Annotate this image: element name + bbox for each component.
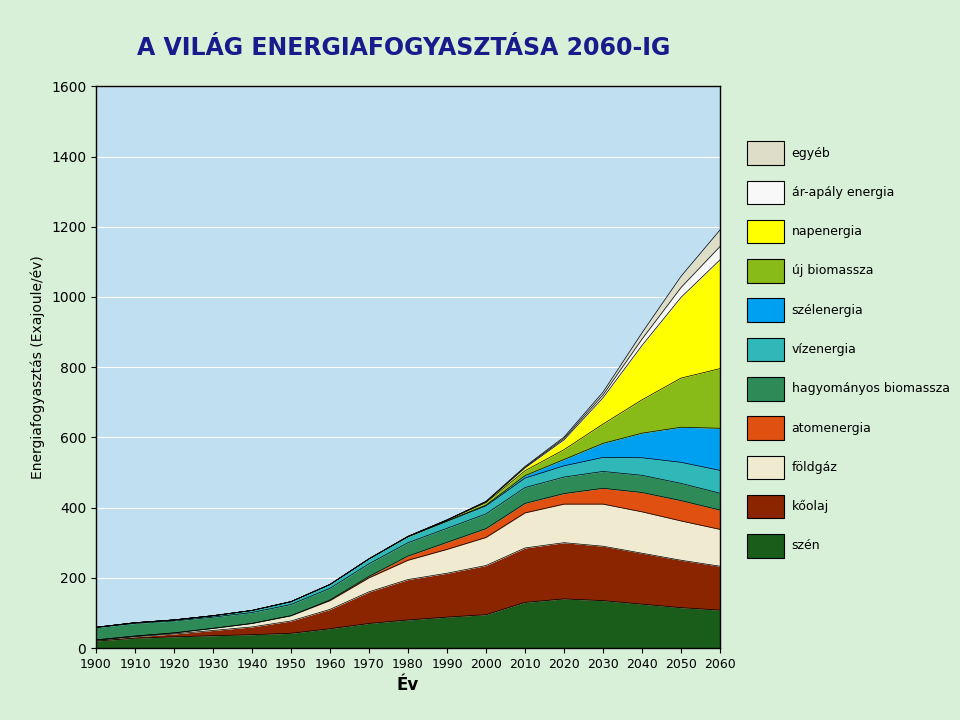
Text: A VILÁG ENERGIAFOGYASZTÁSA 2060-IG: A VILÁG ENERGIAFOGYASZTÁSA 2060-IG (136, 36, 670, 60)
Bar (747, 377, 783, 400)
Text: szén: szén (792, 539, 820, 552)
Text: új biomassza: új biomassza (792, 264, 873, 277)
Text: egyéb: egyéb (792, 147, 830, 160)
Bar (747, 495, 783, 518)
Text: ár-apály energia: ár-apály energia (792, 186, 894, 199)
Text: atomenergia: atomenergia (792, 422, 872, 435)
Text: földgáz: földgáz (792, 461, 837, 474)
Text: napenergia: napenergia (792, 225, 863, 238)
Text: kőolaj: kőolaj (792, 500, 828, 513)
Text: vízenergia: vízenergia (792, 343, 856, 356)
Text: hagyományos biomassza: hagyományos biomassza (792, 382, 949, 395)
Bar (747, 181, 783, 204)
Bar (747, 338, 783, 361)
Text: szélenergia: szélenergia (792, 304, 863, 317)
Bar (747, 220, 783, 243)
Y-axis label: Energiafogyasztás (Exajoule/év): Energiafogyasztás (Exajoule/év) (31, 256, 45, 479)
Bar (747, 416, 783, 440)
X-axis label: Év: Év (396, 676, 420, 694)
Bar (747, 259, 783, 283)
Bar (747, 299, 783, 322)
Bar (747, 534, 783, 558)
Bar (747, 456, 783, 479)
Bar (747, 141, 783, 165)
